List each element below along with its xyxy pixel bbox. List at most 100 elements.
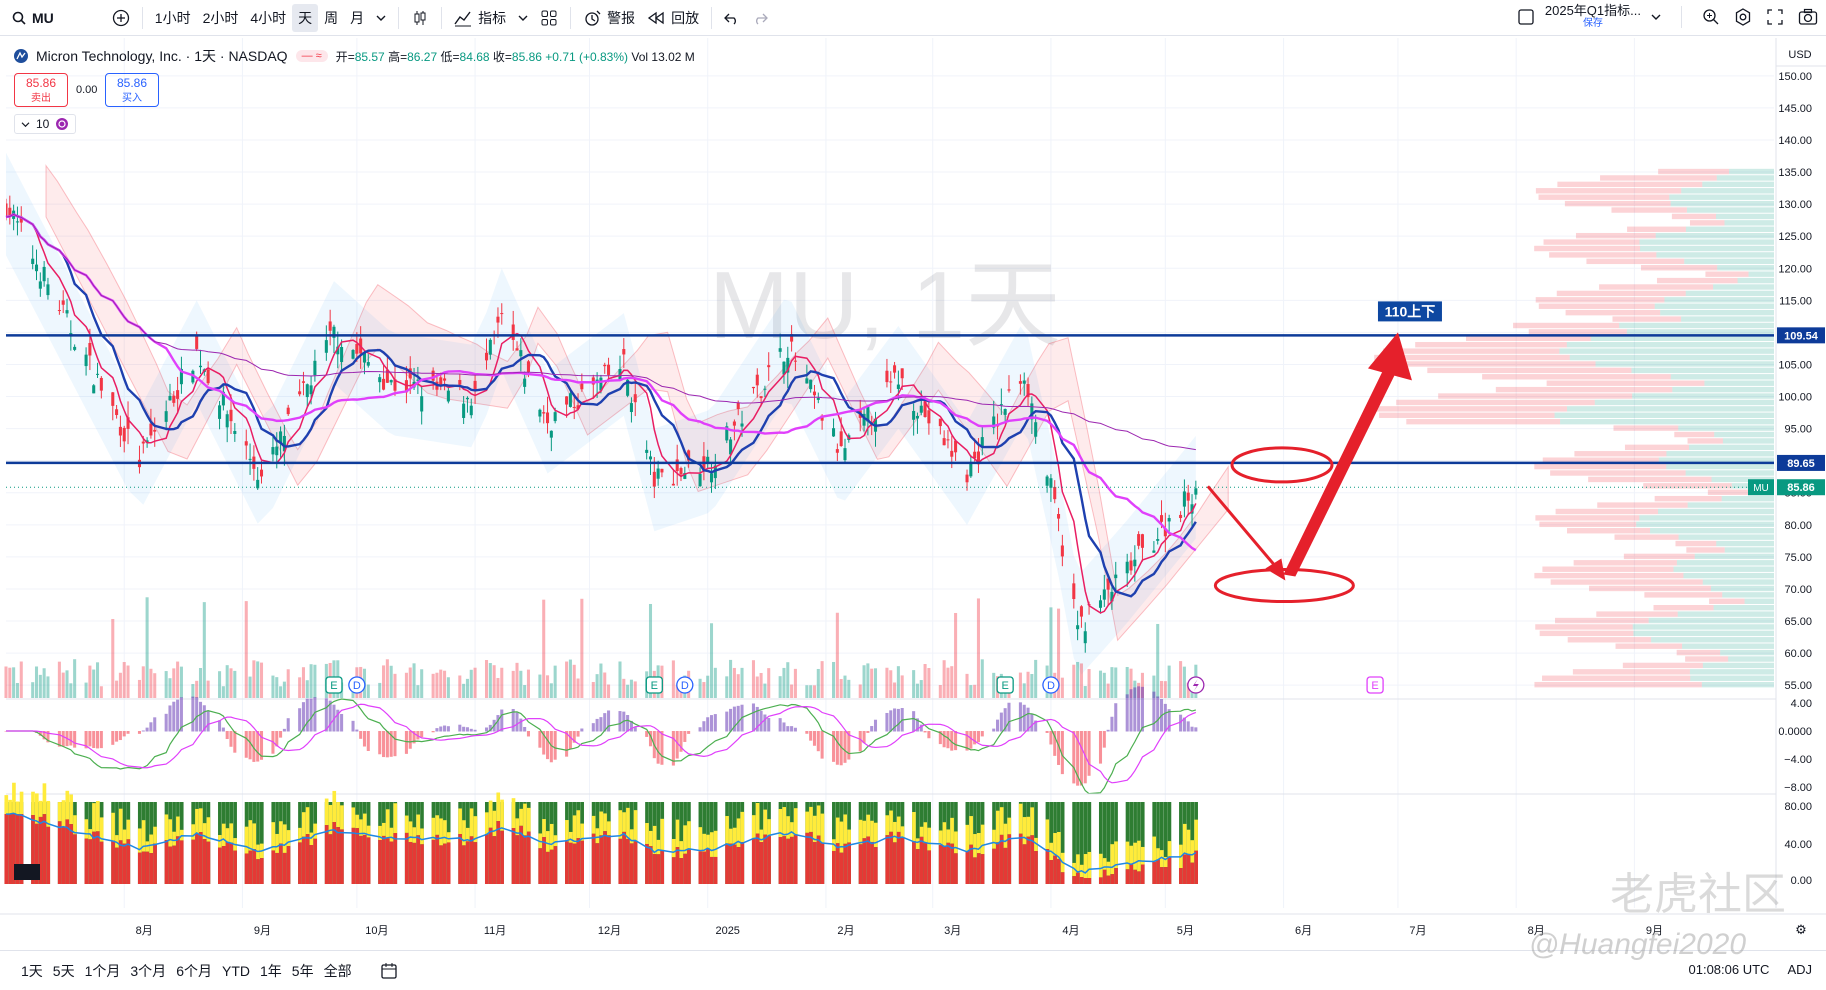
interval-dropdown[interactable]: [370, 4, 392, 32]
volume-bar: [99, 686, 103, 698]
macd-histogram-bar: [382, 731, 386, 758]
redo-button[interactable]: [746, 4, 774, 32]
macd-histogram-bar: [126, 731, 130, 734]
osc-yellow: [92, 803, 96, 832]
interval-1d[interactable]: 天: [292, 3, 319, 32]
adj-toggle[interactable]: ADJ: [1787, 962, 1812, 977]
osc-yellow: [1167, 841, 1172, 857]
profile-bar: [1673, 566, 1774, 572]
replay-button[interactable]: 回放: [641, 4, 705, 32]
calendar-range-icon[interactable]: [375, 962, 403, 980]
chart-type-button[interactable]: [405, 4, 435, 32]
compare-button[interactable]: [106, 4, 136, 32]
drawing-annotations[interactable]: 110上下: [1206, 301, 1442, 604]
profile-bar: [1374, 354, 1570, 361]
sell-button[interactable]: 85.86 卖出: [14, 73, 68, 107]
candle-body: [301, 381, 305, 383]
time-tick: 8月: [1528, 925, 1545, 937]
quick-search-icon[interactable]: [1702, 8, 1720, 26]
osc-yellow: [999, 807, 1004, 835]
volume-bar: [1186, 682, 1190, 698]
candle-body: [141, 441, 145, 444]
indicators-dropdown[interactable]: [512, 4, 534, 32]
indicators-button[interactable]: 指标: [448, 4, 512, 32]
osc-red: [1076, 872, 1080, 884]
osc-yellow: [927, 827, 932, 851]
price-chart[interactable]: MU, 1天 110上下 E D E D E D E USD 150.00 145.00 140.…: [0, 38, 1826, 950]
symbol-title[interactable]: Micron Technology, Inc. · 1天 · NASDAQ: [36, 48, 288, 64]
volume-bar: [1079, 663, 1083, 698]
profile-bar: [1704, 380, 1774, 386]
range-3m[interactable]: 3个月: [130, 962, 167, 979]
support-resistance-lines[interactable]: [6, 334, 1774, 488]
range-6m[interactable]: 6个月: [176, 962, 212, 979]
plus-circle-icon: [112, 9, 130, 27]
interval-1w[interactable]: 周: [324, 9, 339, 26]
range-ytd[interactable]: YTD: [221, 962, 250, 979]
osc-red: [351, 827, 356, 884]
osc-red: [652, 854, 657, 884]
macd-histogram-bar: [843, 731, 847, 763]
camera-icon[interactable]: [1798, 8, 1818, 26]
volume-bar: [790, 684, 794, 698]
osc-red: [378, 840, 382, 884]
osc-red: [1018, 833, 1023, 884]
osc-yellow: [42, 783, 47, 815]
annotation-label-box: [1377, 301, 1442, 322]
undo-button[interactable]: [718, 4, 746, 32]
settings-icon[interactable]: [1734, 8, 1752, 26]
macd-histogram-bar: [385, 731, 389, 758]
price-tick: 120.00: [1778, 263, 1812, 275]
profile-bar: [1710, 585, 1774, 592]
interval-1h[interactable]: 1小时: [154, 9, 191, 26]
osc-red: [862, 838, 867, 884]
settings-gear-icon: ⚙: [1795, 923, 1807, 938]
osc-yellow: [389, 827, 394, 842]
macd-histogram-bar: [645, 731, 649, 737]
volume-bar: [15, 682, 19, 698]
volume-bar: [115, 680, 119, 698]
symbol-search[interactable]: MU: [6, 4, 60, 32]
osc-yellow: [683, 825, 687, 854]
candle-body: [431, 370, 435, 381]
fullscreen-icon[interactable]: [1766, 8, 1784, 26]
indicator-chip[interactable]: 10: [14, 114, 77, 134]
osc-yellow: [99, 817, 104, 842]
osc-yellow: [1003, 823, 1008, 848]
indicators-icon: [454, 9, 472, 27]
osc-yellow: [1133, 842, 1137, 870]
interval-2h[interactable]: 2小时: [202, 9, 239, 26]
range-all[interactable]: 全部: [323, 962, 352, 979]
candle-body: [1190, 504, 1194, 514]
utc-clock[interactable]: 01:08:06 UTC: [1688, 962, 1770, 977]
profile-bar: [1539, 630, 1634, 637]
sync-icon[interactable]: [55, 117, 69, 131]
osc-red: [751, 838, 756, 884]
candle-body: [767, 365, 771, 368]
interval-1m[interactable]: 月: [350, 9, 365, 26]
divider: [441, 6, 443, 29]
range-1m[interactable]: 1个月: [84, 962, 121, 979]
macd-histogram-bar: [687, 731, 691, 734]
volume-bar: [233, 670, 237, 698]
buy-button[interactable]: 85.86 买入: [105, 73, 159, 107]
range-1d[interactable]: 1天: [21, 962, 43, 979]
osc-red: [1133, 869, 1137, 884]
profile-bar: [1716, 175, 1774, 181]
macd-histogram-bar: [259, 731, 264, 760]
range-5y[interactable]: 5年: [291, 962, 314, 979]
osc-red: [221, 846, 226, 884]
legend-badge[interactable]: — ≈: [295, 50, 328, 62]
layout-selector[interactable]: 2025年Q1指标... 保存: [1517, 4, 1661, 30]
interval-4h[interactable]: 4小时: [250, 9, 287, 26]
osc-yellow: [1087, 851, 1092, 878]
osc-red: [122, 843, 127, 884]
osc-green: [1102, 802, 1107, 884]
templates-button[interactable]: [534, 4, 564, 32]
osc-red: [767, 836, 771, 884]
alert-button[interactable]: 警报: [577, 4, 641, 32]
range-5d[interactable]: 5天: [52, 962, 75, 979]
annotation-label: 110上下: [1385, 303, 1436, 319]
range-1y[interactable]: 1年: [259, 962, 282, 979]
